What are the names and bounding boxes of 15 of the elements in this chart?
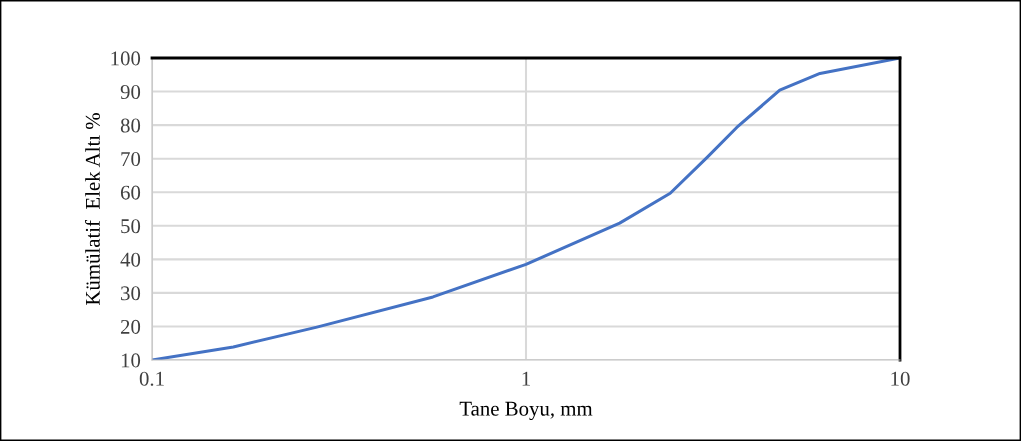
x-tick-label: 1 [522, 371, 530, 386]
y-tick-label: 30 [121, 286, 141, 301]
y-tick-label: 100 [111, 51, 141, 66]
y-tick-label: 50 [121, 219, 141, 234]
x-tick-label: 0.1 [139, 371, 164, 386]
y-tick-label: 80 [120, 118, 141, 133]
y-axis-title: Kümülatif Elek Altı % [84, 113, 100, 306]
y-tick-label: 60 [120, 185, 141, 200]
y-tick-label: 20 [120, 319, 141, 334]
y-tick-label: 10 [121, 353, 141, 368]
x-tick-label: 10 [891, 371, 910, 386]
y-tick-label: 70 [121, 152, 141, 167]
y-tick-label: 40 [120, 252, 141, 267]
x-axis-title: Tane Boyu, mm [459, 401, 593, 421]
y-tick-label: 90 [120, 84, 141, 99]
